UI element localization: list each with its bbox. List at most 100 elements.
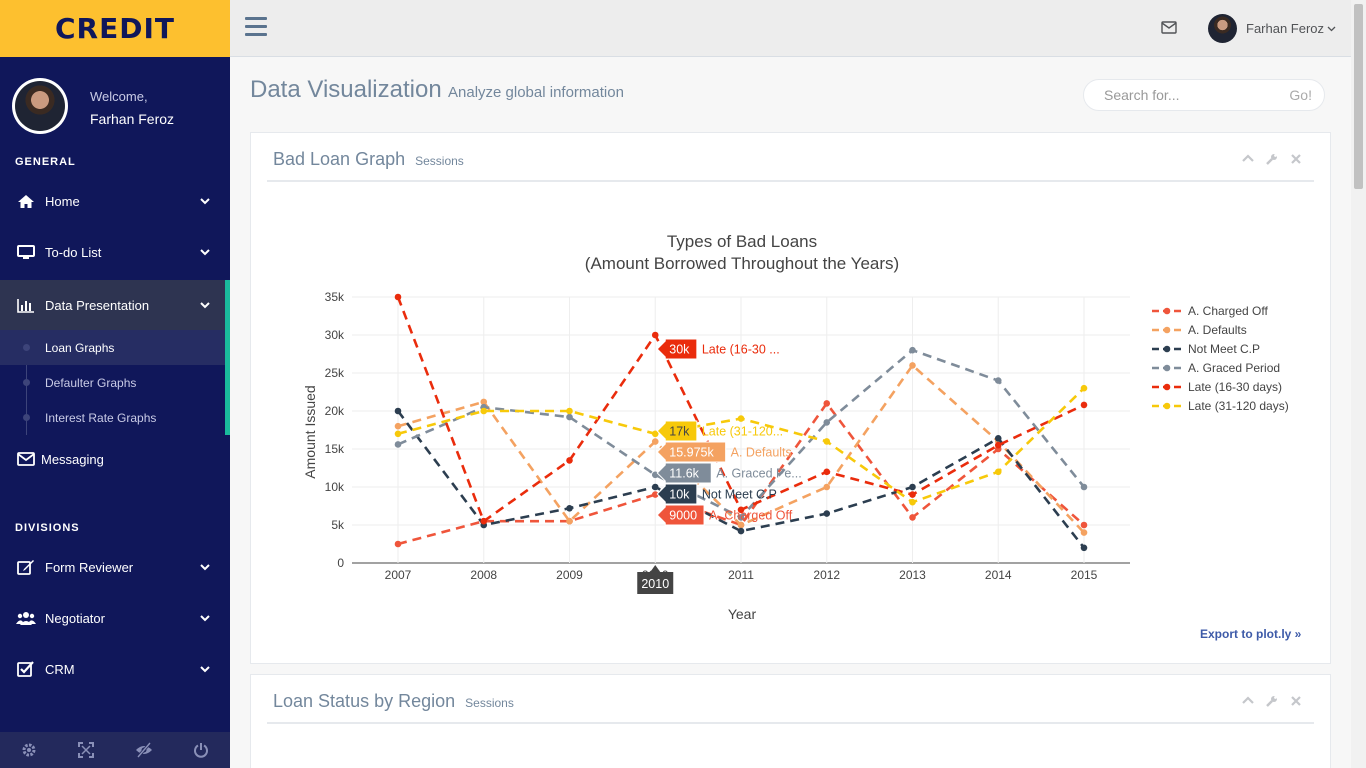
data-point <box>909 346 916 354</box>
collapse-icon[interactable] <box>1242 695 1254 707</box>
series-line <box>396 410 1086 549</box>
chevron-down-icon[interactable] <box>1327 24 1336 33</box>
panel-title-small: Sessions <box>415 154 464 168</box>
power-icon[interactable] <box>173 732 231 768</box>
hover-label-box <box>656 462 712 484</box>
data-point <box>566 413 573 421</box>
panel-title-small: Sessions <box>465 696 514 710</box>
envelope-icon <box>15 450 37 468</box>
chevron-down-icon <box>200 666 210 673</box>
data-point <box>651 483 659 491</box>
scrollbar-thumb[interactable] <box>1354 4 1363 189</box>
data-point <box>394 441 402 448</box>
x-tick-label: 2014 <box>985 568 1012 582</box>
data-point <box>566 517 573 525</box>
legend-marker <box>1163 307 1171 315</box>
data-point <box>823 483 831 491</box>
close-icon[interactable] <box>1290 153 1302 165</box>
panel-title: Bad Loan Graph Sessions <box>273 149 464 170</box>
hover-label-box <box>656 441 727 463</box>
legend-label: Late (31-120 days) <box>1188 399 1289 413</box>
hover-x-label: 2010 <box>641 577 669 591</box>
data-point <box>651 331 659 339</box>
chart-subtitle: (Amount Borrowed Throughout the Years) <box>585 254 899 273</box>
check-square-icon <box>15 660 37 678</box>
sidebar-item-data-presentation[interactable]: Data Presentation <box>0 280 230 330</box>
data-point <box>394 540 402 548</box>
panel-tools <box>1242 695 1302 707</box>
bad-loans-chart[interactable]: 0 5k 10k 15k 20k 25k 30k 35k 2007 2008 2009 2010 201… <box>250 190 1331 630</box>
data-point <box>823 438 831 445</box>
page-subtitle: Analyze global information <box>448 84 624 101</box>
legend-label: A. Defaults <box>1188 323 1247 337</box>
x-tick-label: 2007 <box>385 568 412 582</box>
sidebar-subitem-loan-graphs[interactable]: Loan Graphs <box>0 330 225 365</box>
hover-label-box <box>656 483 698 505</box>
legend-label: A. Charged Off <box>1188 304 1268 318</box>
y-tick-label: 35k <box>325 290 345 304</box>
sidebar-item-crm[interactable]: CRM <box>0 644 230 694</box>
brand-name: CREDIT <box>55 12 175 45</box>
panel-tools <box>1242 153 1302 165</box>
submenu-bullet <box>23 379 30 386</box>
sidebar-item-todo[interactable]: To-do List <box>0 227 230 277</box>
data-point <box>737 521 745 529</box>
data-point <box>566 457 573 464</box>
page-scrollbar[interactable] <box>1351 0 1366 768</box>
y-tick-label: 15k <box>325 442 345 456</box>
export-plotly-link[interactable]: Export to plot.ly » <box>1200 627 1302 641</box>
legend-marker <box>1163 402 1171 410</box>
chart-hover-labels: 30k Late (16-30 ... 17k Late (31-120... 15.9… <box>637 338 802 594</box>
data-point <box>1080 521 1088 529</box>
menu-toggle-icon[interactable] <box>245 17 267 39</box>
sidebar-item-home[interactable]: Home <box>0 176 230 226</box>
y-tick-label: 30k <box>325 328 345 342</box>
chevron-down-icon <box>200 564 210 571</box>
data-point <box>909 483 916 491</box>
hover-label-box <box>656 338 698 360</box>
sidebar-subitem-defaulter-graphs[interactable]: Defaulter Graphs <box>0 365 225 400</box>
sidebar-item-messaging[interactable]: Messaging <box>0 434 230 484</box>
eye-slash-icon[interactable] <box>115 732 173 768</box>
data-point <box>1080 384 1088 392</box>
bar-chart-icon <box>15 296 37 314</box>
y-tick-label: 25k <box>325 366 345 380</box>
data-point <box>480 517 488 525</box>
sidebar-item-label: Data Presentation <box>45 297 150 313</box>
chevron-down-icon <box>200 198 210 205</box>
settings-icon[interactable] <box>0 732 58 768</box>
submenu-bullet <box>23 414 30 421</box>
search-go-button[interactable]: Go! <box>1289 87 1312 103</box>
panel-bad-loan-graph: Bad Loan Graph Sessions <box>250 132 1331 664</box>
fullscreen-icon[interactable] <box>58 732 116 768</box>
chevron-down-icon <box>200 249 210 256</box>
hover-label-box <box>656 420 698 442</box>
y-tick-label: 10k <box>325 480 345 494</box>
panel-title: Loan Status by Region Sessions <box>273 691 514 712</box>
envelope-icon[interactable] <box>1161 21 1177 39</box>
avatar[interactable] <box>1208 14 1237 43</box>
y-tick-label: 5k <box>331 518 345 532</box>
section-title-divisions: DIVISIONS <box>15 522 80 534</box>
panel-loan-status-by-region: Loan Status by Region Sessions <box>250 674 1331 768</box>
sidebar-item-negotiator[interactable]: Negotiator <box>0 593 230 643</box>
submenu-data-presentation: Loan Graphs Defaulter Graphs Interest Ra… <box>0 330 230 435</box>
collapse-icon[interactable] <box>1242 153 1254 165</box>
user-menu-name[interactable]: Farhan Feroz <box>1246 21 1325 36</box>
data-point <box>651 438 659 445</box>
data-point <box>823 400 831 407</box>
wrench-icon[interactable] <box>1266 695 1278 707</box>
brand-logo[interactable]: CREDIT <box>0 0 230 57</box>
sidebar-item-form-reviewer[interactable]: Form Reviewer <box>0 542 230 592</box>
sidebar-subitem-interest-rate-graphs[interactable]: Interest Rate Graphs <box>0 400 225 435</box>
submenu-bullet <box>23 344 30 351</box>
data-point <box>823 468 831 476</box>
data-point <box>994 441 1002 449</box>
search-input[interactable] <box>1104 87 1264 103</box>
legend-marker <box>1163 383 1171 391</box>
data-point <box>566 407 573 415</box>
sidebar-subitem-label: Defaulter Graphs <box>45 375 137 390</box>
wrench-icon[interactable] <box>1266 153 1278 165</box>
profile-name: Farhan Feroz <box>90 111 175 127</box>
close-icon[interactable] <box>1290 695 1302 707</box>
